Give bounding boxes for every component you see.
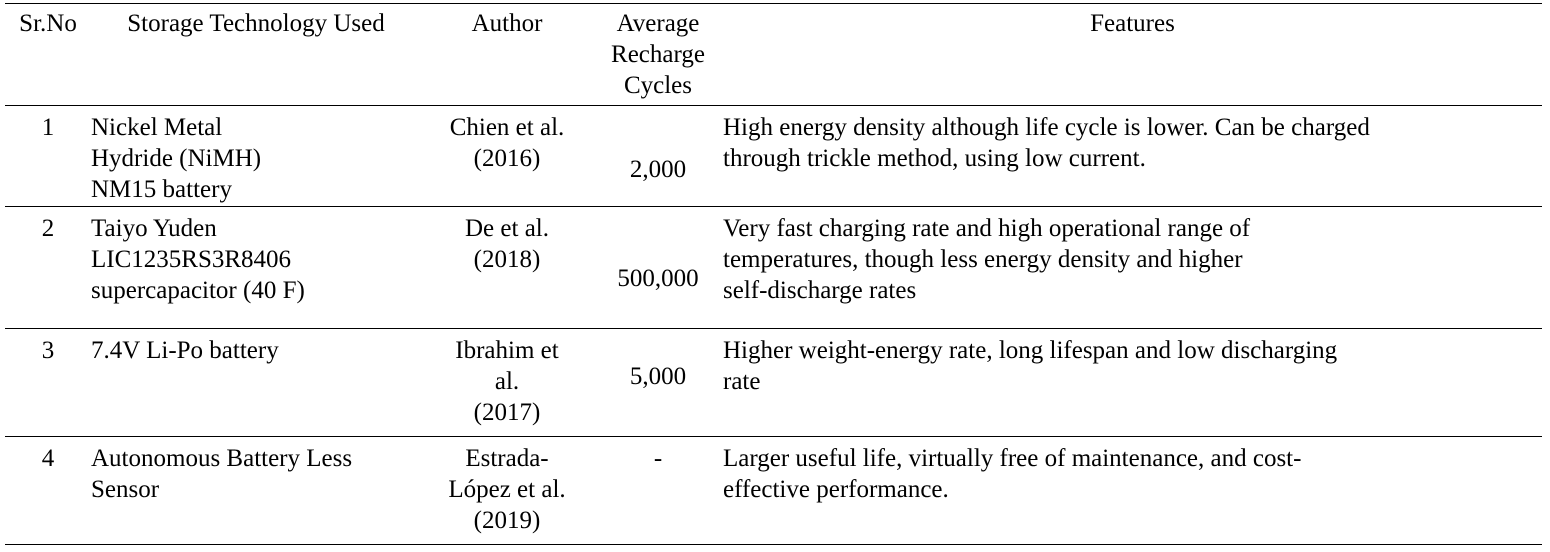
- cell-storage-technology: 7.4V Li-Po battery: [91, 337, 279, 364]
- table-row: 4 Autonomous Battery Less Sensor Estrada…: [5, 437, 1542, 545]
- table-row: 1 Nickel Metal Hydride (NiMH) NM15 batte…: [5, 106, 1542, 207]
- cell-author: De et al. (2018): [465, 215, 549, 273]
- header-sr-no: Sr.No: [5, 3, 91, 106]
- cell-features: Higher weight-energy rate, long lifespan…: [723, 337, 1338, 395]
- cell-sr-no: 1: [41, 114, 55, 141]
- cell-storage-technology: Taiyo Yuden LIC1235RS3R8406 supercapacit…: [91, 215, 305, 304]
- header-average-recharge-cycles: Average Recharge Cycles: [593, 3, 723, 106]
- cell-average-recharge-cycles: 2,000: [629, 156, 687, 183]
- cell-sr-no: 3: [41, 337, 55, 364]
- cell-sr-no: 4: [41, 445, 55, 472]
- table-row: 3 7.4V Li-Po battery Ibrahim et al. (201…: [5, 329, 1542, 437]
- header-author: Author: [421, 3, 593, 106]
- header-row: Sr.No Storage Technology Used Author Ave…: [5, 3, 1542, 106]
- table-row: 2 Taiyo Yuden LIC1235RS3R8406 supercapac…: [5, 207, 1542, 329]
- storage-technology-table: Sr.No Storage Technology Used Author Ave…: [5, 3, 1542, 545]
- cell-average-recharge-cycles: 500,000: [617, 265, 699, 292]
- cell-features: Very fast charging rate and high operati…: [723, 215, 1251, 304]
- cell-author: Estrada- López et al. (2019): [448, 445, 566, 534]
- cell-author: Chien et al. (2016): [449, 114, 565, 172]
- cell-average-recharge-cycles: 5,000: [629, 363, 687, 390]
- cell-storage-technology: Autonomous Battery Less Sensor: [91, 445, 353, 503]
- cell-storage-technology: Nickel Metal Hydride (NiMH) NM15 battery: [91, 114, 262, 203]
- cell-sr-no: 2: [41, 215, 55, 242]
- cell-features: Larger useful life, virtually free of ma…: [723, 445, 1302, 503]
- header-features: Features: [723, 3, 1542, 106]
- table-header: Sr.No Storage Technology Used Author Ave…: [5, 3, 1542, 106]
- header-storage-technology: Storage Technology Used: [91, 3, 421, 106]
- cell-features: High energy density although life cycle …: [723, 114, 1370, 172]
- cell-author: Ibrahim et al. (2017): [455, 337, 559, 426]
- cell-average-recharge-cycles: -: [653, 445, 663, 472]
- table-body: 1 Nickel Metal Hydride (NiMH) NM15 batte…: [5, 106, 1542, 545]
